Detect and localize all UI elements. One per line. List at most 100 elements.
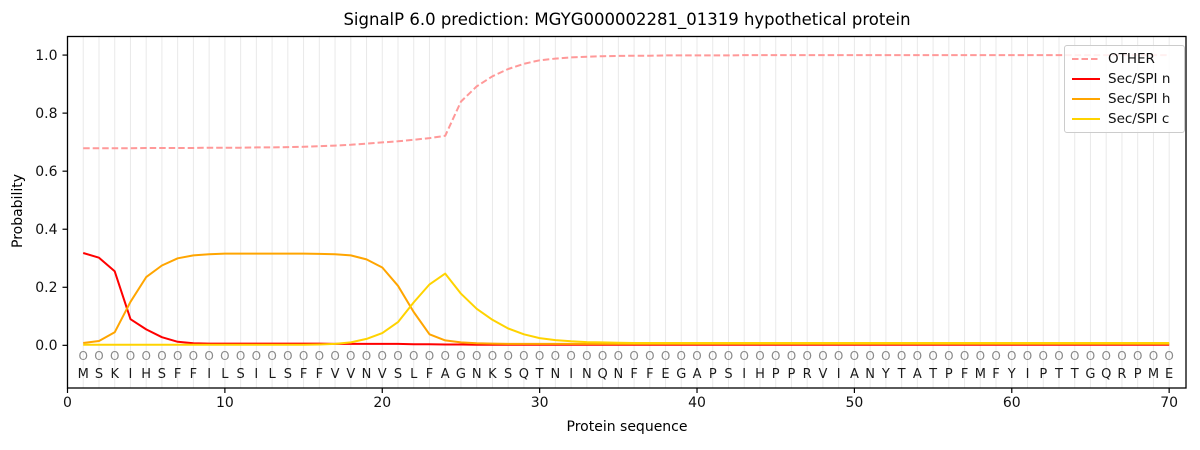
position-label: O bbox=[818, 349, 827, 363]
curve-sec-spi-h bbox=[83, 252, 1170, 345]
x-tick-label: 20 bbox=[373, 395, 391, 411]
chart-title: SignalP 6.0 prediction: MGYG000002281_01… bbox=[343, 10, 911, 29]
position-label: O bbox=[409, 349, 418, 363]
position-label: O bbox=[173, 349, 182, 363]
plot-frame bbox=[66, 35, 1187, 389]
y-tick-label: 0.4 bbox=[35, 222, 57, 238]
position-label: O bbox=[944, 349, 953, 363]
sequence-letter: N bbox=[865, 367, 875, 382]
position-label: O bbox=[1070, 349, 1079, 363]
sequence-letter: P bbox=[1039, 367, 1047, 382]
position-label: O bbox=[362, 349, 371, 363]
position-label: O bbox=[126, 349, 135, 363]
y-axis-label: Probability bbox=[10, 173, 26, 249]
sequence-letter: P bbox=[788, 367, 796, 382]
y-tick-label: 0.6 bbox=[35, 164, 57, 180]
sequence-letter: N bbox=[551, 367, 561, 382]
position-label: O bbox=[267, 349, 276, 363]
position-label: O bbox=[315, 349, 324, 363]
sequence-letter: F bbox=[961, 367, 968, 382]
sequence-letter: S bbox=[504, 367, 512, 382]
position-label: O bbox=[614, 349, 623, 363]
sequence-letter: M bbox=[975, 367, 986, 382]
sequence-letter: G bbox=[456, 367, 466, 382]
sequence-letter: Y bbox=[881, 367, 890, 382]
x-axis-label: Protein sequence bbox=[566, 419, 688, 435]
position-label: O bbox=[755, 349, 764, 363]
sequence-letter: S bbox=[394, 367, 402, 382]
sequence-letter: F bbox=[426, 367, 433, 382]
position-label: O bbox=[440, 349, 449, 363]
sequence-letter: N bbox=[362, 367, 372, 382]
sequence-letter: S bbox=[284, 367, 292, 382]
position-label: O bbox=[787, 349, 796, 363]
position-label: O bbox=[802, 349, 811, 363]
position-label: O bbox=[252, 349, 261, 363]
position-label: O bbox=[566, 349, 575, 363]
sequence-letter: I bbox=[569, 367, 573, 382]
position-label: O bbox=[283, 349, 292, 363]
sequence-letter: H bbox=[141, 367, 151, 382]
x-tick-label: 40 bbox=[688, 395, 706, 411]
sequence-letter: F bbox=[300, 367, 307, 382]
sequence-letter: P bbox=[945, 367, 953, 382]
sequence-letter: Q bbox=[519, 367, 529, 382]
position-label: O bbox=[897, 349, 906, 363]
position-label: O bbox=[834, 349, 843, 363]
sequence-letter: T bbox=[897, 367, 906, 382]
sequence-letter: F bbox=[190, 367, 197, 382]
x-tick-label: 70 bbox=[1160, 395, 1178, 411]
legend-label: OTHER bbox=[1108, 51, 1155, 67]
sequence-letter: P bbox=[1134, 367, 1142, 382]
position-label: O bbox=[189, 349, 198, 363]
legend-item-sec-spi-c: Sec/SPI c bbox=[1065, 109, 1184, 129]
sequence-letter: E bbox=[661, 367, 669, 382]
position-label: O bbox=[456, 349, 465, 363]
position-label: O bbox=[708, 349, 717, 363]
position-label: O bbox=[1007, 349, 1016, 363]
sequence-letter: I bbox=[207, 367, 211, 382]
sequence-letter: V bbox=[346, 367, 355, 382]
sequence-letter: T bbox=[928, 367, 937, 382]
position-label: O bbox=[881, 349, 890, 363]
position-label: O bbox=[79, 349, 88, 363]
x-tick-label: 60 bbox=[1003, 395, 1021, 411]
sequence-letter: H bbox=[755, 367, 765, 382]
position-label: O bbox=[771, 349, 780, 363]
sequence-letter: Y bbox=[1007, 367, 1016, 382]
sequence-letter: F bbox=[316, 367, 323, 382]
sequence-letter: A bbox=[441, 367, 450, 382]
sequence-letter: A bbox=[913, 367, 922, 382]
sequence-letter: R bbox=[803, 367, 812, 382]
x-tick-label: 50 bbox=[845, 395, 863, 411]
position-label: O bbox=[740, 349, 749, 363]
legend: OTHER Sec/SPI n Sec/SPI h Sec/SPI c bbox=[1064, 45, 1185, 133]
position-label: O bbox=[629, 349, 638, 363]
legend-label: Sec/SPI c bbox=[1108, 111, 1170, 127]
sequence-letter: A bbox=[850, 367, 859, 382]
position-label: O bbox=[141, 349, 150, 363]
sequence-letter: F bbox=[174, 367, 181, 382]
sequence-letter: V bbox=[378, 367, 387, 382]
position-label: O bbox=[865, 349, 874, 363]
x-tick-label: 0 bbox=[63, 395, 72, 411]
position-label: O bbox=[472, 349, 481, 363]
curve-sec-spi-n bbox=[82, 252, 1170, 346]
legend-item-other: OTHER bbox=[1065, 49, 1184, 69]
position-label: O bbox=[913, 349, 922, 363]
position-label: O bbox=[330, 349, 339, 363]
sequence-letter: A bbox=[693, 367, 702, 382]
position-label: O bbox=[677, 349, 686, 363]
position-label: O bbox=[346, 349, 355, 363]
position-label: O bbox=[1149, 349, 1158, 363]
legend-line-sample bbox=[1072, 98, 1100, 100]
position-label: O bbox=[976, 349, 985, 363]
position-label: O bbox=[488, 349, 497, 363]
sequence-letter: V bbox=[818, 367, 827, 382]
position-label: O bbox=[535, 349, 544, 363]
position-label: O bbox=[503, 349, 512, 363]
sequence-letter: P bbox=[772, 367, 780, 382]
sequence-letter: T bbox=[535, 367, 544, 382]
